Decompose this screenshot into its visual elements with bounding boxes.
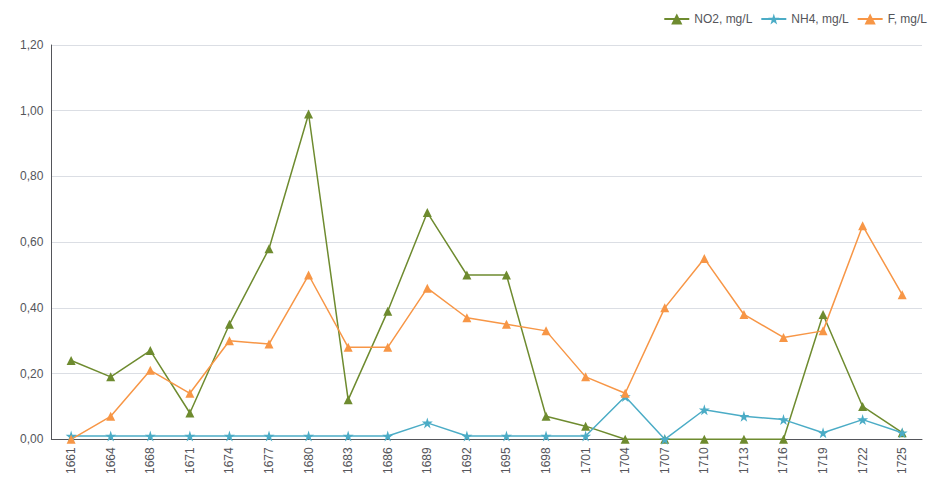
- svg-text:0,40: 0,40: [20, 301, 44, 315]
- svg-text:0,60: 0,60: [20, 235, 44, 249]
- svg-text:1668: 1668: [143, 447, 157, 474]
- svg-text:0,00: 0,00: [20, 432, 44, 446]
- svg-text:1701: 1701: [579, 447, 593, 474]
- svg-text:0,80: 0,80: [20, 169, 44, 183]
- svg-text:1692: 1692: [460, 447, 474, 474]
- svg-text:1695: 1695: [499, 447, 513, 474]
- svg-text:NH4, mg/L: NH4, mg/L: [791, 12, 849, 26]
- svg-text:1713: 1713: [737, 447, 751, 474]
- svg-text:1722: 1722: [856, 447, 870, 474]
- svg-text:1704: 1704: [618, 447, 632, 474]
- svg-text:1716: 1716: [776, 447, 790, 474]
- svg-text:1,20: 1,20: [20, 38, 44, 52]
- svg-text:1680: 1680: [302, 447, 316, 474]
- svg-text:1671: 1671: [183, 447, 197, 474]
- svg-text:1674: 1674: [222, 447, 236, 474]
- svg-text:1686: 1686: [381, 447, 395, 474]
- svg-text:1710: 1710: [697, 447, 711, 474]
- svg-text:1664: 1664: [104, 447, 118, 474]
- svg-text:1707: 1707: [658, 447, 672, 474]
- svg-text:1,00: 1,00: [20, 104, 44, 118]
- svg-text:1689: 1689: [420, 447, 434, 474]
- svg-text:1719: 1719: [816, 447, 830, 474]
- svg-text:0,20: 0,20: [20, 367, 44, 381]
- svg-text:F, mg/L: F, mg/L: [888, 12, 928, 26]
- svg-text:1698: 1698: [539, 447, 553, 474]
- svg-text:1661: 1661: [64, 447, 78, 474]
- svg-text:1683: 1683: [341, 447, 355, 474]
- svg-text:1677: 1677: [262, 447, 276, 474]
- svg-text:1725: 1725: [895, 447, 909, 474]
- svg-text:NO2, mg/L: NO2, mg/L: [694, 12, 752, 26]
